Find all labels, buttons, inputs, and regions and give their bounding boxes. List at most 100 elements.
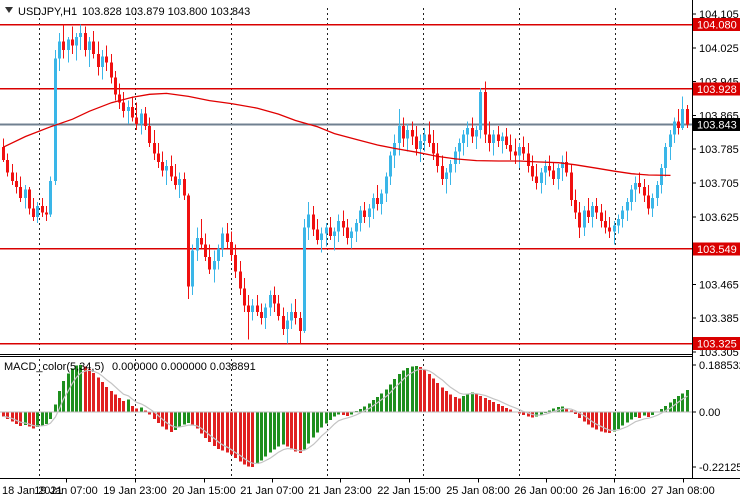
candle-body (643, 187, 646, 196)
candle-body (389, 155, 392, 177)
macd-bar (303, 411, 306, 450)
macd-bar (613, 411, 616, 432)
price-tick-label[interactable]: 103.705 (699, 178, 739, 190)
time-tick-label[interactable]: 26 Jan 16:00 (582, 485, 646, 497)
candle-body (656, 185, 659, 198)
candle-body (548, 166, 551, 171)
macd-tick-label[interactable]: 0.00 (699, 407, 720, 419)
candle-body (647, 195, 650, 209)
candle-body (140, 113, 143, 124)
price-tick-label[interactable]: 103.785 (699, 144, 739, 156)
time-tick-label[interactable]: 21 Jan 23:00 (308, 485, 372, 497)
price-tick-label[interactable]: 104.105 (699, 9, 739, 21)
time-tick-label[interactable]: 26 Jan 00:00 (514, 485, 578, 497)
macd-bar (24, 411, 27, 425)
macd-bar (638, 411, 641, 418)
macd-bar (432, 378, 435, 412)
symbol-dropdown-icon[interactable] (5, 7, 13, 13)
candle-body (75, 37, 78, 46)
candle-body (454, 151, 457, 164)
macd-bar (256, 411, 259, 465)
candle-body (170, 166, 173, 177)
candle-body (45, 212, 48, 215)
macd-bar (277, 411, 280, 447)
time-tick-label[interactable]: 25 Jan 08:00 (446, 485, 510, 497)
candle-body (277, 303, 280, 317)
candle-body (174, 176, 177, 186)
candle-body (385, 176, 388, 194)
macd-bar (346, 411, 349, 416)
macd-bar (436, 382, 439, 412)
time-tick-label[interactable]: 19 Jan 23:00 (103, 485, 167, 497)
macd-bar (58, 390, 61, 412)
macd-bar (441, 387, 444, 412)
macd-bar (681, 393, 684, 412)
macd-bar (634, 411, 637, 417)
candle-body (41, 206, 44, 213)
price-tick-label[interactable]: 103.385 (699, 313, 739, 325)
indicator-name-label[interactable]: MACD_color(5,34,5) (4, 361, 104, 373)
candle-body (226, 233, 229, 243)
candle-body (58, 41, 61, 59)
candle-body (196, 237, 199, 251)
macd-bar (376, 396, 379, 412)
macd-bar (118, 397, 121, 412)
macd-bar (247, 411, 250, 467)
candle-body (419, 140, 422, 150)
candle-body (282, 316, 285, 329)
candle-body (445, 172, 448, 179)
price-tick-label[interactable]: 104.025 (699, 43, 739, 55)
price-tick-label[interactable]: 103.465 (699, 279, 739, 291)
macd-axis[interactable]: 0.188532 0.00 -0.22125 (692, 360, 740, 474)
candle-body (415, 136, 418, 150)
macd-bar (183, 411, 186, 425)
time-tick-label[interactable]: 19 Jan 07:00 (34, 485, 98, 497)
candle-body (294, 311, 297, 319)
macd-tick-label[interactable]: -0.22125 (699, 462, 740, 474)
macd-bar (333, 411, 336, 417)
macd-bar (548, 410, 551, 412)
candle-body (535, 176, 538, 183)
candle-body (299, 318, 302, 331)
macd-bar (234, 411, 237, 459)
macd-bar (290, 411, 293, 450)
candle-body (342, 221, 345, 228)
indicator-values-label: 0.000000 0.000000 0.038891 (112, 361, 256, 373)
macd-bar (380, 393, 383, 412)
candle-body (518, 147, 521, 156)
candle-body (393, 142, 396, 156)
symbol-timeframe-label[interactable]: USDJPY,H1 (18, 6, 77, 18)
candle-body (264, 307, 267, 319)
price-tick-label[interactable]: 103.625 (699, 212, 739, 224)
candle-body (273, 294, 276, 304)
candle-body (591, 206, 594, 217)
candle-body (312, 214, 315, 230)
horizontal-price-lines[interactable] (0, 23, 692, 345)
macd-bar (325, 411, 328, 424)
time-tick-label[interactable]: 20 Jan 15:00 (172, 485, 236, 497)
time-tick-label[interactable]: 18 Jan 2021 (2, 485, 63, 497)
candle-body (509, 144, 512, 152)
macd-bar (402, 370, 405, 412)
candle-body (651, 197, 654, 209)
macd-bar (170, 411, 173, 432)
macd-bar (101, 382, 104, 412)
macd-bar (97, 377, 100, 412)
macd-bar (148, 411, 151, 415)
macd-histogram (0, 365, 692, 467)
candle-body (380, 193, 383, 205)
candle-body (376, 197, 379, 205)
macd-bar (320, 411, 323, 428)
macd-tick-label[interactable]: 0.188532 (699, 360, 740, 372)
candle-body (144, 113, 147, 126)
macd-bar (67, 373, 70, 412)
price-badge (693, 82, 740, 96)
candle-body (178, 178, 181, 186)
time-tick-label[interactable]: 21 Jan 07:00 (240, 485, 304, 497)
price-axis[interactable]: 104.105104.025103.945103.865103.785103.7… (692, 9, 739, 359)
candle-body (544, 166, 547, 173)
time-tick-label[interactable]: 27 Jan 08:00 (651, 485, 715, 497)
time-tick-label[interactable]: 22 Jan 15:00 (377, 485, 441, 497)
